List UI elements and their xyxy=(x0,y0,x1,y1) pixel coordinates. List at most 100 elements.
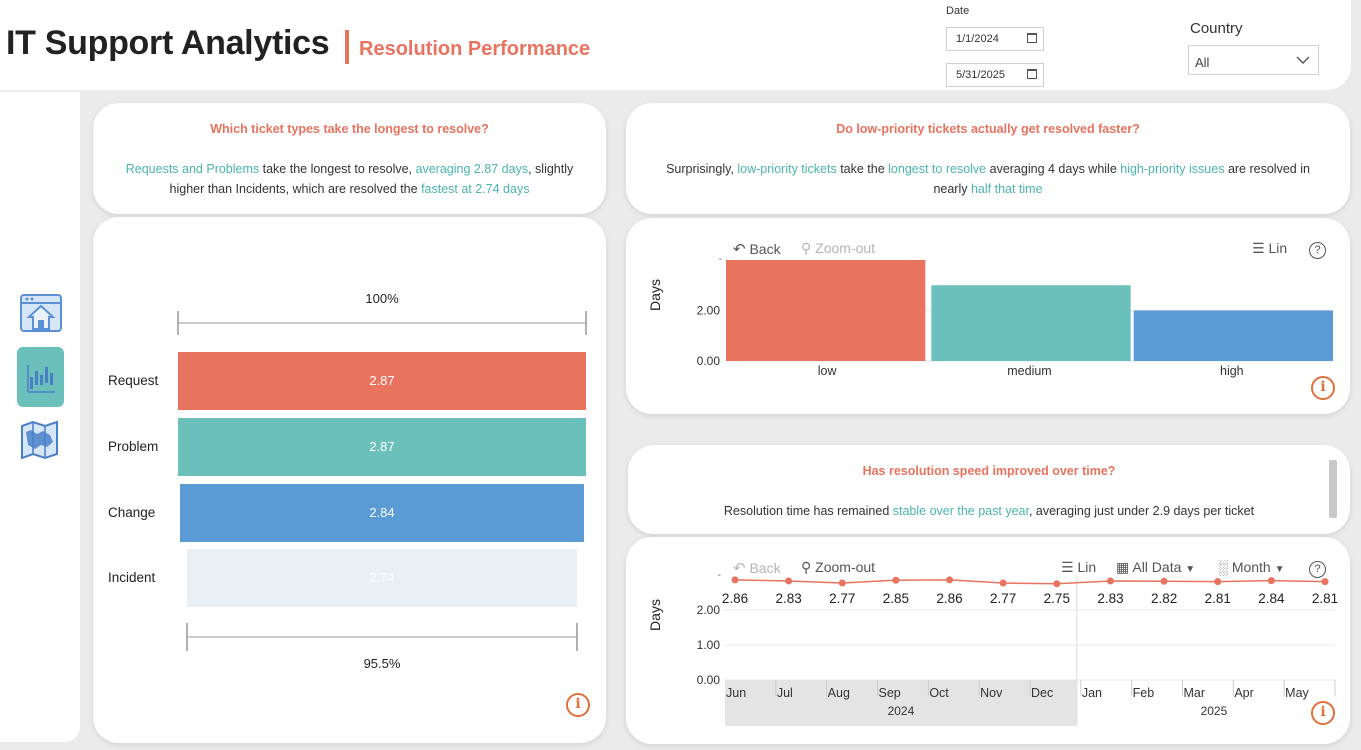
funnel-bar[interactable]: 2.87 xyxy=(178,352,586,410)
y-tick-dash: - xyxy=(718,572,721,581)
data-label: 2.86 xyxy=(722,591,748,606)
x-tick-label: Jul xyxy=(777,686,793,700)
data-label: 2.84 xyxy=(1258,591,1285,606)
trend-line xyxy=(734,579,1326,585)
bar-chart-icon: ░ xyxy=(1218,559,1228,575)
y-tick-label: 2.00 xyxy=(697,603,721,617)
funnel-bar[interactable]: 2.87 xyxy=(178,418,586,476)
back-arrow-icon: ↶ xyxy=(733,241,746,258)
y-tick-label: 1.00 xyxy=(697,638,721,652)
calendar-icon[interactable] xyxy=(1027,69,1037,79)
funnel-bar[interactable]: 2.84 xyxy=(180,484,584,542)
data-label: 2.82 xyxy=(1151,591,1177,606)
nav-map-button[interactable] xyxy=(17,414,64,474)
calendar-icon: ▦ xyxy=(1116,559,1130,575)
question-title: Has resolution speed improved over time? xyxy=(862,464,1116,478)
zoom-out-button[interactable]: ⚲ Zoom-out xyxy=(801,559,876,575)
data-label: 2.83 xyxy=(1097,591,1123,606)
data-point[interactable] xyxy=(1321,578,1329,586)
info-icon[interactable]: i xyxy=(1311,376,1335,400)
trend-question-card: Has resolution speed improved over time?… xyxy=(628,445,1350,534)
start-date-input[interactable]: 1/1/2024 xyxy=(946,27,1044,51)
back-button[interactable]: ↶ Back xyxy=(733,241,781,258)
y-tick-label: 0.00 xyxy=(697,673,721,687)
data-label: 2.77 xyxy=(990,591,1016,606)
x-tick-label: high xyxy=(1220,364,1244,378)
x-tick-label: May xyxy=(1285,686,1309,700)
question-answer: Surprisingly, low-priority tickets take … xyxy=(666,162,1310,196)
y-tick-label: 0.00 xyxy=(697,354,721,368)
page-title: IT Support Analytics xyxy=(6,24,330,62)
country-filter-label: Country xyxy=(1190,20,1243,37)
x-tick-label: Feb xyxy=(1133,686,1155,700)
data-label: 2.81 xyxy=(1205,591,1231,606)
nav-home-button[interactable] xyxy=(17,287,64,347)
data-point[interactable] xyxy=(1214,578,1222,586)
bar-low[interactable] xyxy=(726,260,926,361)
x-tick-label: Mar xyxy=(1184,686,1206,700)
back-arrow-icon: ↶ xyxy=(733,560,746,577)
data-label: 2.85 xyxy=(883,591,909,606)
start-date-value: 1/1/2024 xyxy=(956,33,999,45)
page-subtitle: Resolution Performance xyxy=(359,38,591,60)
zoom-out-button[interactable]: ⚲ Zoom-out xyxy=(801,240,876,256)
data-label: 2.77 xyxy=(829,591,855,606)
year-label: 2025 xyxy=(1201,704,1228,718)
country-dropdown[interactable]: All xyxy=(1188,45,1319,75)
data-point[interactable] xyxy=(1106,577,1114,585)
country-selected-value: All xyxy=(1195,55,1210,70)
funnel-category-label: Request xyxy=(108,373,159,388)
data-point[interactable] xyxy=(1160,577,1168,585)
x-tick-label: Apr xyxy=(1234,686,1253,700)
data-point[interactable] xyxy=(785,577,793,585)
data-point[interactable] xyxy=(1053,580,1061,588)
zoom-out-icon: ⚲ xyxy=(801,240,812,256)
caret-down-icon: ▼ xyxy=(1185,564,1196,575)
x-tick-label: Sep xyxy=(879,686,901,700)
x-tick-label: low xyxy=(818,364,838,378)
bar-high[interactable] xyxy=(1133,310,1333,362)
question-answer: Requests and Problems take the longest t… xyxy=(125,162,574,196)
year-label: 2024 xyxy=(888,704,915,718)
data-range-dropdown[interactable]: ▦ All Data ▼ xyxy=(1116,559,1196,575)
priority-question-card: Do low-priority tickets actually get res… xyxy=(626,103,1350,214)
help-icon[interactable]: ? xyxy=(1309,561,1326,578)
funnel-category-label: Change xyxy=(108,505,156,520)
data-point[interactable] xyxy=(999,579,1007,587)
x-tick-label: Aug xyxy=(828,686,850,700)
x-tick-label: Jun xyxy=(726,686,746,700)
date-filter-label: Date xyxy=(946,5,970,17)
home-icon xyxy=(20,294,62,332)
bar-medium[interactable] xyxy=(931,285,1131,361)
scale-toggle-button[interactable]: ☰ Lin xyxy=(1252,240,1288,256)
data-point[interactable] xyxy=(838,579,846,587)
x-tick-label: Oct xyxy=(929,686,949,700)
granularity-dropdown[interactable]: ░ Month ▼ xyxy=(1218,559,1285,575)
back-button[interactable]: ↶ Back xyxy=(733,560,781,577)
funnel-top-percent: 100% xyxy=(365,291,399,306)
data-point[interactable] xyxy=(1267,577,1275,585)
nav-resolution-button[interactable] xyxy=(17,347,64,407)
scrollbar-thumb[interactable] xyxy=(1329,460,1337,518)
calendar-icon[interactable] xyxy=(1027,33,1037,43)
funnel-category-label: Problem xyxy=(108,439,159,454)
y-tick-dash: - xyxy=(719,255,722,265)
data-label: 2.75 xyxy=(1044,591,1070,606)
scale-toggle-button[interactable]: ☰ Lin xyxy=(1061,559,1097,575)
info-icon[interactable]: i xyxy=(566,693,590,717)
info-icon[interactable]: i xyxy=(1311,701,1335,725)
data-point[interactable] xyxy=(731,576,739,584)
x-tick-label: medium xyxy=(1007,364,1051,378)
end-date-input[interactable]: 5/31/2025 xyxy=(946,63,1044,87)
end-date-value: 5/31/2025 xyxy=(956,69,1005,81)
data-point[interactable] xyxy=(946,576,954,584)
chevron-down-icon xyxy=(1296,56,1310,64)
data-label: 2.81 xyxy=(1312,591,1338,606)
trend-line-chart: Days 0.00 1.00 2.00 - 2024 2025 Jun Jul Aug Sep Oct… xyxy=(647,572,1338,726)
data-point[interactable] xyxy=(892,576,900,584)
x-tick-label: Jan xyxy=(1082,686,1102,700)
priority-bar-chart: Days 0.00 2.00 - low medium high xyxy=(647,255,1333,378)
help-icon[interactable]: ? xyxy=(1309,242,1326,259)
funnel-bar[interactable]: 2.74 xyxy=(187,549,577,607)
bar-chart-icon xyxy=(27,365,55,393)
